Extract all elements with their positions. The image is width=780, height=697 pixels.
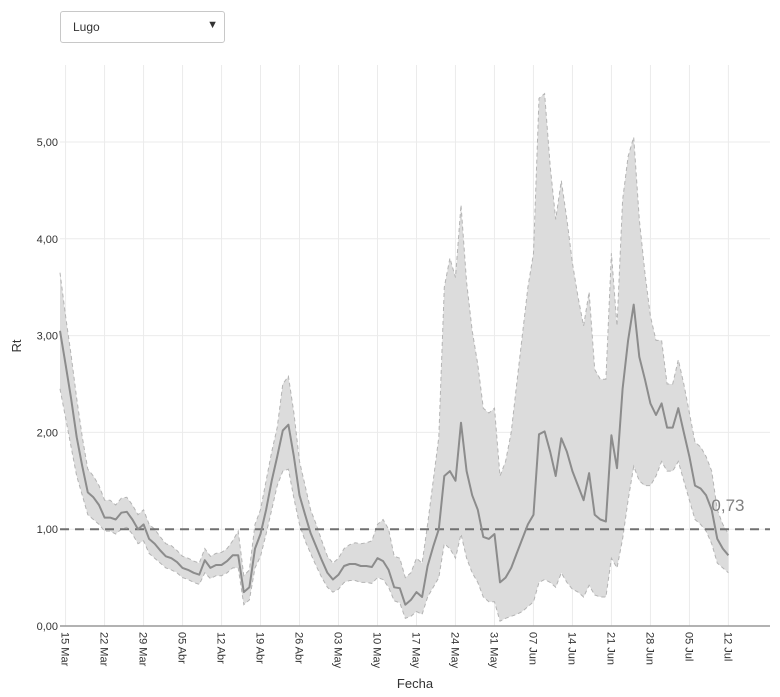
y-tick-label: 0,00 — [37, 621, 58, 633]
x-tick-label: 05 Jul — [682, 632, 694, 661]
y-axis-title: Rt — [9, 339, 24, 352]
x-tick-label: 26 Abr — [293, 632, 305, 664]
y-tick-label: 1,00 — [37, 524, 58, 536]
x-tick-label: 31 May — [487, 632, 499, 669]
triangle-down-icon: ▼ — [207, 19, 218, 31]
x-tick-label: 05 Abr — [176, 632, 188, 664]
x-axis-title: Fecha — [397, 676, 434, 691]
x-tick-label: 17 May — [409, 632, 421, 669]
x-tick-label: 19 Abr — [254, 632, 266, 664]
x-tick-label: 14 Jun — [565, 632, 577, 665]
x-tick-label: 15 Mar — [59, 632, 71, 667]
x-tick-label: 12 Jul — [721, 632, 733, 661]
x-tick-label: 07 Jun — [526, 632, 538, 665]
x-tick-label: 22 Mar — [98, 632, 110, 667]
band-lower-border — [59, 388, 729, 622]
region-select[interactable]: Lugo ▼ — [60, 11, 225, 43]
region-select-value: Lugo — [73, 20, 100, 34]
confidence-band — [60, 93, 729, 622]
x-tick-label: 03 May — [332, 632, 344, 669]
x-tick-label: 28 Jun — [643, 632, 655, 665]
rt-line — [59, 303, 730, 606]
last-value-label: 0,73 — [711, 496, 744, 515]
x-tick-label: 29 Mar — [137, 632, 149, 667]
band-upper-border — [59, 92, 729, 579]
y-tick-label: 5,00 — [37, 137, 58, 149]
x-tick-label: 10 May — [370, 632, 382, 669]
y-tick-label: 2,00 — [37, 427, 58, 439]
x-tick-label: 12 Abr — [215, 632, 227, 664]
y-tick-label: 3,00 — [37, 331, 58, 343]
y-tick-label: 4,00 — [37, 234, 58, 246]
x-tick-label: 21 Jun — [604, 632, 616, 665]
x-tick-label: 24 May — [448, 632, 460, 669]
